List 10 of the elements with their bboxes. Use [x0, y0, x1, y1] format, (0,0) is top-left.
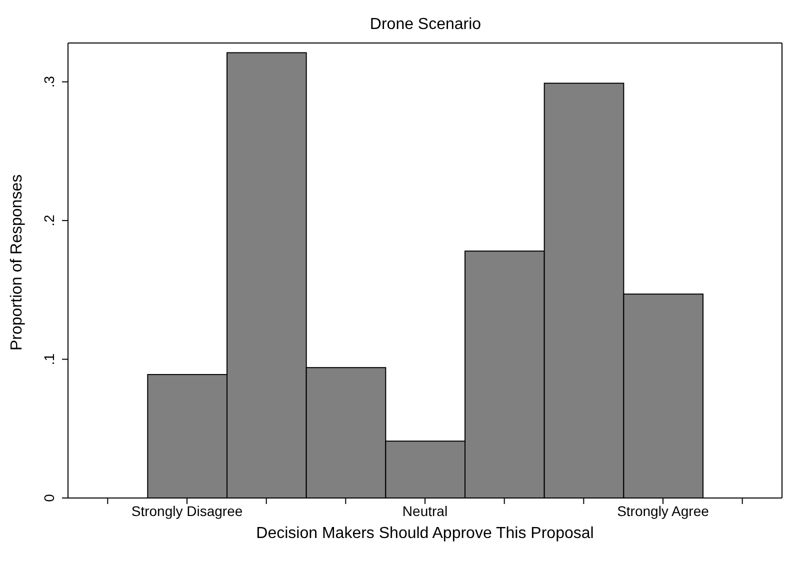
x-axis-title: Decision Makers Should Approve This Proposal	[256, 525, 594, 542]
y-tick-label: .1	[41, 353, 57, 366]
x-tick-label: Neutral	[402, 502, 448, 519]
y-tick-label: 0	[41, 494, 57, 502]
y-tick-label: .3	[41, 76, 57, 88]
chart-title: Drone Scenario	[368, 16, 482, 34]
x-tick-label: Strongly Disagree	[131, 502, 243, 519]
x-tick-label: Strongly Agree	[617, 502, 710, 519]
y-tick-label: .2	[41, 214, 57, 226]
y-axis-title: Proportion of Responses	[8, 174, 26, 350]
